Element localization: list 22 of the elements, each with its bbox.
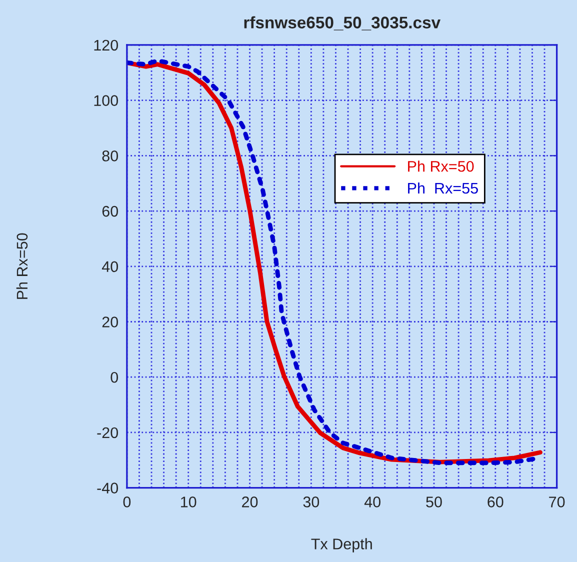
y-axis-title: Ph Rx=50 [16, 233, 28, 299]
y-tick-label: 20 [102, 316, 118, 328]
x-tick-label: 30 [303, 496, 320, 508]
x-tick-label: 0 [123, 496, 131, 508]
y-tick-label: 80 [102, 150, 118, 162]
x-axis-title: Tx Depth [311, 538, 372, 552]
y-tick-label: 120 [94, 40, 118, 51]
x-tick-label: 50 [426, 496, 442, 508]
y-tick-label: -40 [97, 482, 118, 494]
x-tick-label: 20 [242, 496, 258, 508]
x-tick-label: 60 [488, 496, 504, 508]
x-tick-label: 70 [549, 496, 565, 508]
x-tick-label: 40 [364, 496, 380, 508]
legend-label: Ph Rx=50 [408, 160, 474, 172]
x-tick-label: 10 [181, 496, 196, 508]
legend-label: Ph Rx=55 [408, 182, 478, 194]
y-tick-label: -20 [97, 427, 118, 438]
y-tick-label: 100 [94, 95, 118, 106]
chart-title: rfsnwse650_50_3035.csv [244, 16, 440, 30]
y-tick-label: 60 [102, 206, 118, 217]
y-tick-label: 0 [110, 372, 118, 383]
y-tick-label: 40 [102, 261, 118, 272]
